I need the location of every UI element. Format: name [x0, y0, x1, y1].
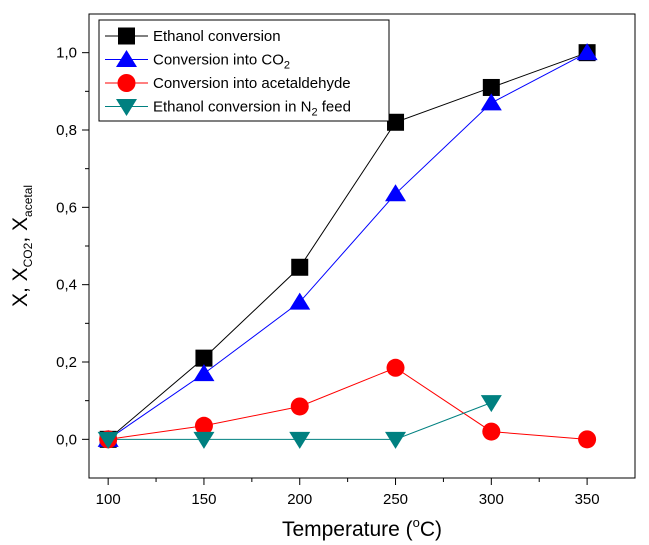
x-tick-label: 350 — [575, 491, 600, 508]
series-line-1 — [107, 52, 588, 440]
y-tick-label: 1,0 — [56, 45, 77, 62]
data-point-s1-4 — [480, 93, 502, 111]
x-tick-label: 100 — [96, 491, 121, 508]
legend-label-3: Ethanol conversion in N2 feed — [153, 99, 351, 119]
legend-label-2: Conversion into acetaldehyde — [153, 75, 351, 92]
x-tick-label: 200 — [287, 491, 312, 508]
y-tick-label: 0,6 — [56, 199, 77, 216]
data-point-s1-3 — [385, 184, 407, 202]
data-point-s2-4 — [482, 422, 501, 441]
data-point-s2-3 — [386, 358, 405, 377]
data-point-s1-5 — [576, 43, 598, 61]
x-tick-labels: 100 150 200 250 300 350 — [96, 491, 600, 508]
data-point-s3-3 — [385, 431, 407, 449]
data-point-s1-2 — [289, 292, 311, 310]
legend-label-main: Ethanol conversion — [153, 28, 281, 45]
legend-label-main: Conversion into CO — [153, 52, 284, 69]
y-tick-label: 0,0 — [56, 431, 77, 448]
y-axis-title-sub1: CO2 — [21, 242, 35, 267]
data-point-s2-2 — [290, 397, 309, 416]
legend-label-sub: 2 — [311, 107, 317, 119]
legend-marker-1 — [116, 50, 137, 67]
data-point-s1-1 — [193, 364, 215, 382]
legend-box — [98, 19, 390, 122]
data-point-s3-0 — [97, 431, 119, 449]
x-tick-label: 150 — [191, 491, 216, 508]
data-point-s0-3 — [387, 113, 405, 131]
y-axis-title-p1: X, X — [9, 267, 32, 307]
data-point-s0-2 — [291, 258, 309, 276]
axis-ticks — [82, 52, 588, 485]
legend-label-main: Ethanol conversion in N — [153, 99, 311, 116]
series-line-2 — [108, 367, 588, 440]
data-point-s3-4 — [480, 395, 502, 413]
legend-label-1: Conversion into CO2 — [153, 52, 290, 72]
legend-label-0: Ethanol conversion — [153, 28, 281, 45]
y-tick-label: 0,2 — [56, 354, 77, 371]
x-axis-title-base: Temperature ( — [282, 518, 413, 541]
x-tick-label: 300 — [479, 491, 504, 508]
legend-label-sub: 2 — [284, 60, 290, 72]
data-point-s3-1 — [193, 431, 215, 449]
legend-label-tail: feed — [318, 99, 351, 116]
x-axis-title: Temperature (oC) — [282, 515, 442, 541]
data-point-s2-1 — [194, 416, 213, 435]
legend-label-main: Conversion into acetaldehyde — [153, 75, 351, 92]
y-axis-title-p2: , X — [9, 217, 32, 243]
x-tick-label: 250 — [383, 491, 408, 508]
x-axis-title-sup: o — [413, 515, 420, 530]
series-line-0 — [107, 52, 588, 440]
y-tick-labels: 0,0 0,2 0,4 0,6 0,8 1,0 — [56, 45, 77, 449]
legend-marker-2 — [117, 74, 136, 92]
y-tick-label: 0,4 — [56, 277, 77, 294]
y-tick-label: 0,8 — [56, 122, 77, 139]
data-point-s2-5 — [578, 430, 597, 449]
legend-marker-0 — [118, 27, 135, 45]
x-axis-title-tail: C) — [420, 518, 442, 541]
series-markers — [97, 43, 598, 449]
data-point-s3-2 — [289, 431, 311, 449]
data-point-s0-1 — [195, 349, 213, 367]
data-point-s0-4 — [482, 78, 500, 96]
y-axis-title: X, XCO2, Xacetal — [9, 185, 35, 307]
y-axis-title-sub2: acetal — [21, 185, 35, 217]
legend-marker-3 — [116, 99, 137, 116]
